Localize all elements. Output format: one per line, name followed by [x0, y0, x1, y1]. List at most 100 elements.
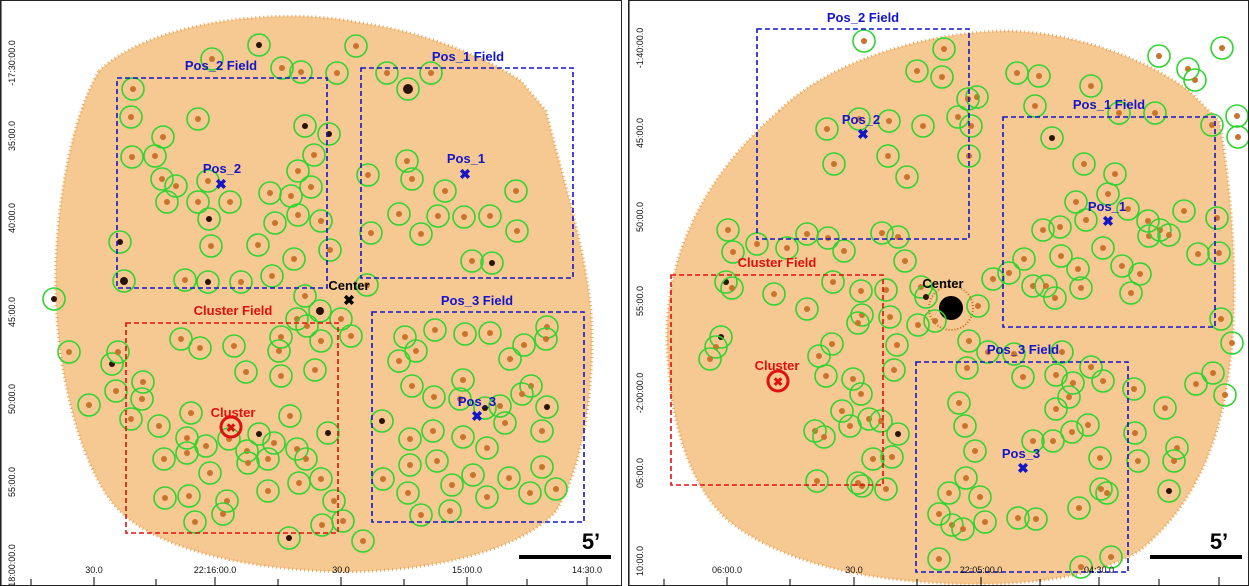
cluster-marker: ✖ [226, 421, 236, 435]
right-ytick-3: 55:00.0 [635, 286, 645, 316]
right-source-circle [973, 510, 997, 534]
left-source-circle [518, 481, 542, 505]
left-image: ✖ ✖ ✖ ✖ ✖ Pos_2 Field Pos_1 Field Pos_3 … [1, 1, 611, 585]
right-source-circle [1153, 396, 1177, 420]
left-source-dot [288, 193, 294, 199]
right-source-dot [1021, 256, 1027, 262]
right-source-dot [932, 318, 938, 324]
right-source-dot [1131, 386, 1137, 392]
right-source-circle [1076, 413, 1100, 437]
left-source-dot [303, 456, 309, 462]
right-source-dot [1181, 208, 1187, 214]
right-source-dot [1078, 564, 1084, 570]
right-source-circle [852, 29, 876, 53]
right-fields [670, 28, 1216, 573]
right-source-dot [804, 231, 810, 237]
right-source-dot [962, 423, 968, 429]
left-source-dot [316, 307, 324, 315]
right-source-circle [886, 422, 910, 446]
right-source-circle [1107, 101, 1131, 125]
left-source-dot [340, 518, 346, 524]
right-source-dot [1033, 516, 1039, 522]
left-source-dot [178, 336, 184, 342]
left-source-circle [247, 422, 271, 446]
right-source-dot [1210, 370, 1216, 376]
right-source-circle [821, 270, 845, 294]
left-source-circle [421, 419, 445, 443]
left-source-dot [360, 538, 366, 544]
right-source-dot [1234, 113, 1240, 119]
right-xtick-2: 22:05:00.0 [960, 565, 1003, 575]
right-source-dot [784, 245, 790, 251]
right-source-circle [1044, 363, 1068, 387]
right-source-circle [877, 109, 901, 133]
left-source-circle [218, 190, 242, 214]
left-source-dot [161, 456, 167, 462]
right-source-dot [1014, 70, 1020, 76]
right-source-circle [775, 236, 799, 260]
right-source-dot [955, 114, 961, 120]
pos3-field-label-r: Pos_3 Field [987, 342, 1059, 357]
left-source-dot [506, 475, 512, 481]
left-emission [54, 14, 594, 574]
left-source-dot [207, 470, 213, 476]
center-bright-source [939, 296, 963, 320]
left-source-circle [229, 270, 253, 294]
right-source-dot [1088, 83, 1094, 89]
left-source-dot [430, 428, 436, 434]
right-source-circle [1096, 182, 1120, 206]
left-source-dot [192, 519, 198, 525]
right-source-circle [1060, 420, 1084, 444]
left-source-circle [309, 329, 333, 353]
left-source-dot [409, 176, 415, 182]
left-source-dot [409, 383, 415, 389]
left-source-circle [286, 203, 310, 227]
left-source-dot [539, 464, 545, 470]
right-source-dot [856, 116, 862, 122]
left-source-circle [299, 175, 323, 199]
left-source-circle [505, 219, 529, 243]
right-source-dot [823, 373, 829, 379]
left-source-circle [419, 61, 443, 85]
left-source-dot [484, 445, 490, 451]
right-source-circle [716, 218, 740, 242]
pos3-marker-r: ✖ [1017, 460, 1029, 476]
left-source-dot [182, 277, 188, 283]
left-source-dot [327, 247, 333, 253]
left-source-circle [200, 47, 224, 71]
right-source-circle [815, 117, 839, 141]
cluster-field-box-r [670, 274, 884, 486]
right-source-circle [878, 305, 902, 329]
pos2-label: Pos_2 [203, 161, 241, 176]
right-source-dot [1166, 488, 1172, 494]
left-source-circle [398, 427, 422, 451]
left-ytick-2: 40:00.0 [7, 203, 17, 233]
right-source-circle [1072, 152, 1096, 176]
left-source-circle [152, 447, 176, 471]
left-source-circle [119, 105, 143, 129]
left-source-circle [478, 321, 502, 345]
left-source-dot [269, 273, 275, 279]
left-source-dot [276, 348, 282, 354]
left-source-dot [159, 176, 165, 182]
left-source-circle [451, 425, 475, 449]
right-source-dot [804, 306, 810, 312]
right-source-dot [1076, 505, 1082, 511]
left-source-circle [535, 395, 559, 419]
left-source-dot [255, 242, 261, 248]
left-source-dot [484, 494, 490, 500]
left-source-circle [286, 159, 310, 183]
left-source-dot [353, 43, 359, 49]
right-source-circle [1069, 555, 1093, 579]
right-source-circle [870, 221, 894, 245]
right-source-dot [956, 400, 962, 406]
right-source-dot [902, 258, 908, 264]
right-source-dot [1100, 378, 1106, 384]
right-source-circle [1061, 371, 1085, 395]
right-source-circle [1048, 215, 1072, 239]
left-source-dot [338, 316, 344, 322]
left-source-dot [318, 338, 324, 344]
right-source-circle [966, 294, 990, 318]
right-source-circle [1220, 331, 1244, 355]
left-source-dot [86, 402, 92, 408]
